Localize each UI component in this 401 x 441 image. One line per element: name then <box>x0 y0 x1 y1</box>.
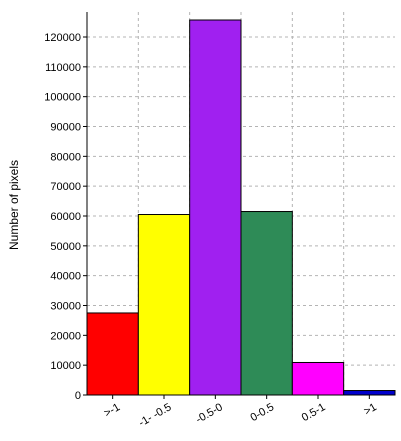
y-tick-label-6: 60000 <box>50 211 81 223</box>
bar-2 <box>189 19 242 396</box>
y-tick-label-2: 20000 <box>50 330 81 342</box>
y-tick-label-0: 0 <box>75 390 81 402</box>
x-tick-label-0: >-1 <box>102 401 122 420</box>
x-tick-labels: >-1 -1- -0.5 -0.5-0 0-0.5 0.5-1 >1 <box>102 395 379 429</box>
y-tick-label-9: 90000 <box>50 122 81 134</box>
x-tick-label-1: -1- -0.5 <box>137 401 174 429</box>
y-tick-label-11: 110000 <box>45 62 81 74</box>
y-tick-label-12: 120000 <box>44 32 81 44</box>
y-tick-label-3: 30000 <box>50 301 81 313</box>
bar-5 <box>343 390 396 396</box>
y-tick-label-7: 70000 <box>50 181 81 193</box>
x-tick-label-3: 0-0.5 <box>248 401 276 424</box>
axes <box>86 12 395 396</box>
y-tick-label-1: 10000 <box>50 360 81 372</box>
y-tick-label-8: 80000 <box>50 151 81 163</box>
y-tick-label-5: 50000 <box>50 241 81 253</box>
bars <box>86 19 396 396</box>
y-axis-label: Number of pixels <box>7 160 21 250</box>
x-tick-label-2: -0.5-0 <box>194 401 225 426</box>
y-tick-label-10: 100000 <box>44 92 81 104</box>
bar-0 <box>86 312 139 396</box>
y-tick-labels: 0 10000 20000 30000 40000 50000 60000 70000 8000… <box>44 32 87 402</box>
bar-3 <box>240 211 293 396</box>
x-tick-label-5: >1 <box>362 401 379 418</box>
y-tick-label-4: 40000 <box>50 271 81 283</box>
bar-1 <box>137 214 191 396</box>
bar-4 <box>291 361 345 396</box>
x-tick-label-4: 0.5-1 <box>300 401 328 424</box>
